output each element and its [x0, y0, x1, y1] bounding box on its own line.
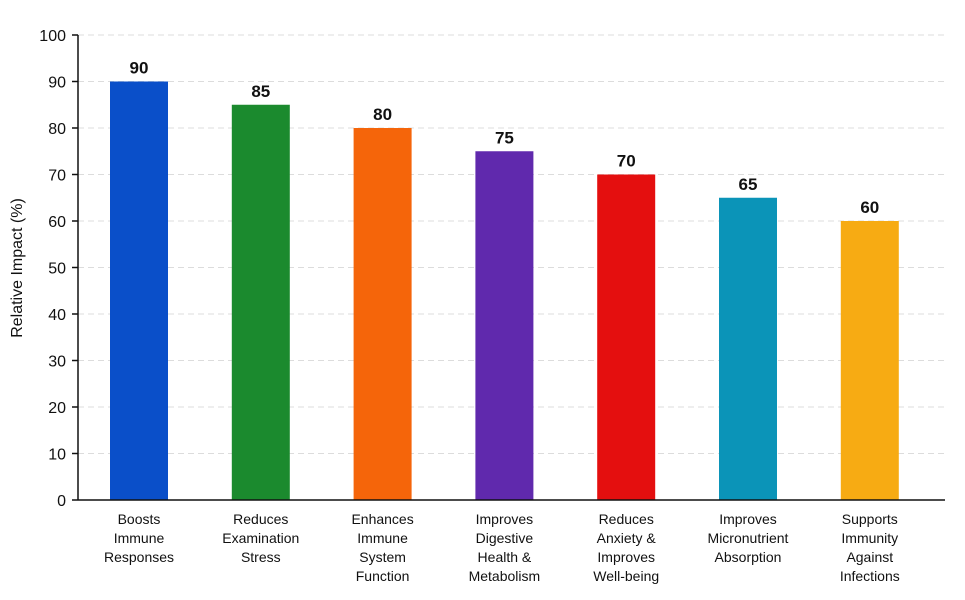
y-tick-label: 60 [48, 214, 66, 231]
x-category-label: Enhances Immune System Function [351, 511, 413, 584]
bar-value-label: 75 [495, 128, 514, 147]
y-tick-label: 20 [48, 400, 66, 417]
y-tick-label: 80 [48, 121, 66, 138]
x-category-label: Supports Immunity Against Infections [840, 511, 900, 584]
y-tick-label: 90 [48, 75, 66, 92]
y-tick-label: 0 [57, 493, 66, 510]
bar-value-label: 80 [373, 105, 392, 124]
bar-value-label: 60 [860, 198, 879, 217]
y-tick-label: 100 [39, 28, 66, 45]
bar-value-label: 65 [739, 175, 758, 194]
y-tick-label: 10 [48, 447, 66, 464]
bar-value-label: 85 [251, 82, 270, 101]
y-axis-title: Relative Impact (%) [9, 198, 26, 338]
bar [110, 81, 168, 500]
bar [353, 128, 412, 500]
x-category-label: Reduces Anxiety & Improves Well-being [593, 511, 659, 584]
x-category-label: Reduces Examination Stress [222, 511, 299, 565]
y-tick-label: 50 [48, 261, 66, 278]
axes: 0 10 20 30 40 50 60 70 80 90 100 Boosts Immune Respon… [39, 28, 945, 584]
bar [475, 151, 534, 500]
bar [719, 197, 777, 500]
y-tick-label: 40 [48, 307, 66, 324]
bar-value-label: 90 [130, 59, 149, 78]
x-category-label: Improves Digestive Health & Metabolism [469, 511, 541, 584]
bars: 90 85 80 75 70 65 60 [110, 59, 899, 500]
bar [840, 221, 899, 500]
y-tick-label: 70 [48, 168, 66, 185]
bar [597, 174, 656, 500]
bar-value-label: 70 [617, 152, 636, 171]
bar [231, 104, 290, 500]
x-category-label: Boosts Immune Responses [104, 511, 174, 565]
y-tick-label: 30 [48, 354, 66, 371]
x-category-label: Improves Micronutrient Absorption [708, 511, 789, 565]
